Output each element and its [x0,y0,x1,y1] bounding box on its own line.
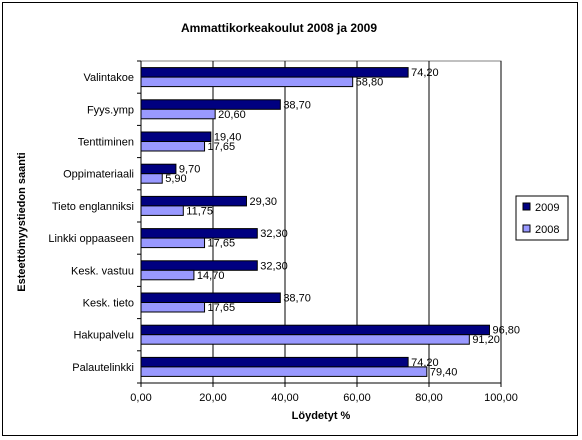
y-axis-title: Esteettömyystiedon saanti [16,152,28,291]
legend: 2009 2008 [515,195,569,241]
legend-swatch-2008 [522,224,531,233]
data-label-2009: 74,20 [411,67,439,79]
bar-2008 [140,237,206,249]
data-label-2009: 32,30 [260,260,288,272]
x-tick-label: 80,00 [415,392,443,404]
category-label: Oppimateriaali [63,169,134,181]
data-labels: 74,2058,8038,7020,6019,4017,659,705,9029… [165,67,520,378]
data-label-2008: 20,60 [218,109,246,121]
data-label-2008: 17,65 [208,238,236,250]
category-label: Kesk. tieto [83,298,134,310]
data-label-2009: 96,80 [492,325,520,337]
data-label-2008: 17,65 [208,302,236,314]
x-tick-label: 20,00 [199,392,227,404]
category-label: Fyys.ymp [87,104,134,116]
data-label-2009: 38,70 [283,99,311,111]
x-tick-label: 0,00 [130,392,151,404]
data-label-2009: 32,30 [260,228,288,240]
bar-2008 [140,366,428,377]
data-label-2008: 91,20 [472,334,500,346]
bar-chart: Ammattikorkeakoulut 2008 ja 2009 74,20 58… [16,21,569,422]
chart-frame: Ammattikorkeakoulut 2008 ja 2009 74,20 58… [2,2,578,436]
bar-2009 [140,228,258,239]
legend-label-2008: 2008 [535,224,559,236]
x-tick-label: 100,00 [484,392,518,404]
chart-title: Ammattikorkeakoulut 2008 ja 2009 [181,21,377,35]
bar-2008 [140,76,354,88]
x-tick-label: 60,00 [343,392,371,404]
category-label: Valintakoe [83,72,134,84]
data-label-2009: 74,20 [411,357,439,369]
category-label: Hakupalvelu [73,330,134,342]
data-label-2009: 38,70 [283,293,311,305]
category-label: Kesk. vastuu [71,265,134,277]
category-label: Palautelinkki [72,362,134,374]
bar-2009 [140,131,212,142]
bar-2008 [140,108,216,120]
data-label-2009: 19,40 [214,132,242,144]
legend-label-2009: 2009 [535,202,559,214]
bar-2009 [140,99,281,110]
bar-2008 [140,141,206,152]
bar-2008 [140,334,470,345]
legend-swatch-2009 [522,202,531,211]
bar-2009 [140,324,490,336]
x-axis-title: Löydetyt % [292,410,351,422]
data-label-2008: 58,80 [356,77,384,89]
data-label-2008: 14,70 [197,270,225,282]
data-label-2008: 17,65 [208,141,236,153]
bars [140,67,490,377]
category-label: Tenttiminen [78,137,134,149]
bar-2008 [140,302,206,313]
category-label: Linkki oppaaseen [48,233,134,245]
data-label-2008: 11,75 [186,205,213,217]
bar-2008 [140,173,163,184]
x-tick-label: 40,00 [271,392,299,404]
bar-2009 [140,356,409,368]
y-axis-ticks: Valintakoe Fyys.ymp Tenttiminen Oppimateria… [48,60,141,384]
category-label: Tieto englanniksi [52,201,134,213]
data-label-2009: 29,30 [249,196,277,208]
data-label-2008: 79,40 [430,366,458,378]
x-axis-ticks: 0,00 20,00 40,00 60,00 80,00 100,00 [130,383,518,404]
data-label-2009: 9,70 [179,164,200,176]
bar-2008 [140,269,195,281]
bar-2008 [140,205,184,216]
data-label-2008: 5,90 [165,173,186,185]
